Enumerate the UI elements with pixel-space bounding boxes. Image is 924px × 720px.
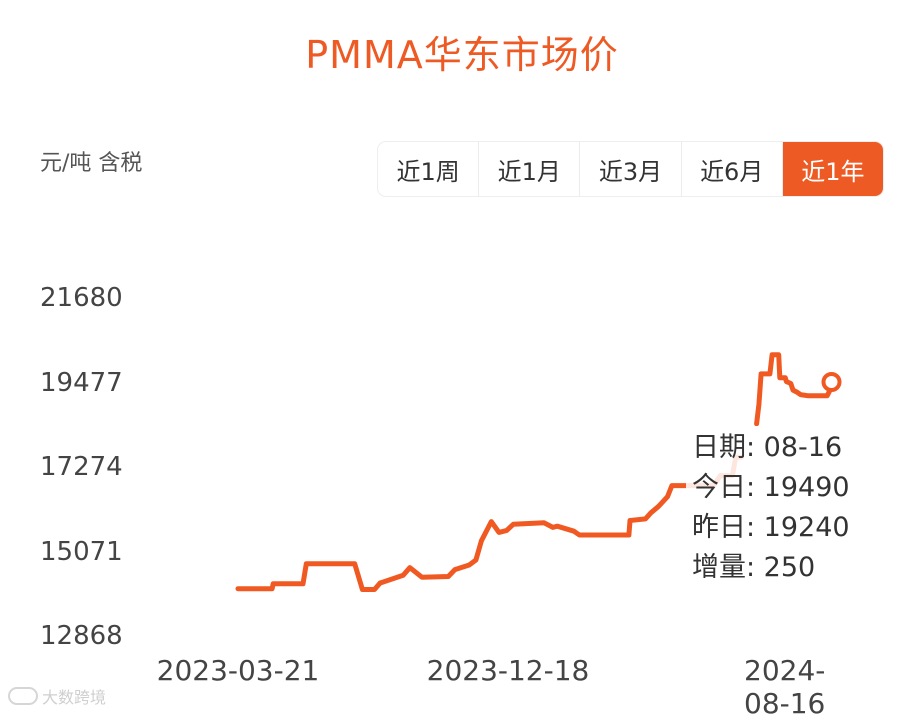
y-tick-label: 19477: [40, 368, 123, 398]
x-tick-label: 2024-08-16: [744, 654, 826, 720]
watermark-logo-icon: [8, 687, 38, 705]
highlight-point[interactable]: [821, 372, 842, 392]
tab-1-month[interactable]: 近1月: [479, 142, 581, 196]
watermark: 大数跨境: [8, 684, 106, 708]
tab-1-week[interactable]: 近1周: [378, 142, 480, 196]
chart-title: PMMA华东市场价: [305, 33, 619, 77]
y-tick-label: 17274: [40, 452, 123, 482]
unit-label: 元/吨 含税: [40, 151, 143, 176]
tooltip-yesterday: 昨日: 19240: [692, 512, 850, 543]
tooltip-today: 今日: 19490: [692, 472, 850, 503]
x-tick-label: 2023-03-21: [156, 654, 320, 687]
watermark-text: 大数跨境: [42, 688, 107, 707]
tab-3-months[interactable]: 近3月: [580, 142, 682, 196]
range-tabs: 近1周 近1月 近3月 近6月 近1年: [378, 142, 883, 196]
series-line-2: [754, 352, 834, 427]
y-tick-label: 12868: [40, 621, 123, 651]
y-tick-label: 21680: [40, 283, 123, 313]
y-tick-label: 15071: [40, 537, 123, 567]
x-tick-label: 2023-12-18: [426, 654, 590, 687]
tab-6-months[interactable]: 近6月: [682, 142, 783, 196]
tab-1-year[interactable]: 近1年: [782, 142, 883, 196]
tooltip-date: 日期: 08-16: [692, 432, 843, 463]
tooltip-change: 增量: 250: [692, 552, 816, 583]
data-tooltip: 日期: 08-16 今日: 19490 昨日: 19240 增量: 250: [686, 426, 856, 590]
series-line-1: [235, 454, 744, 592]
